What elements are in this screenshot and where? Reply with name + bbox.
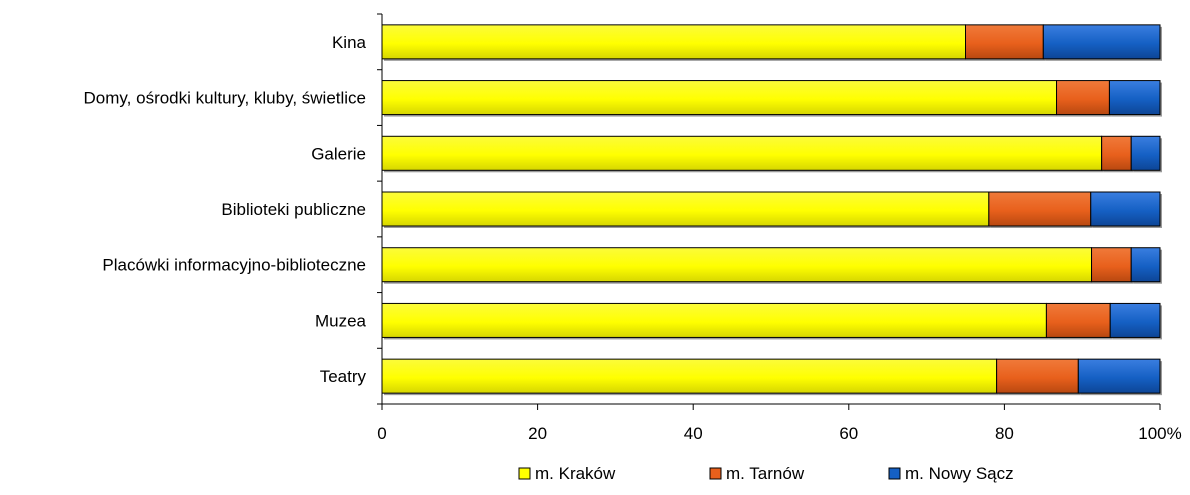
x-tick-label: 60	[839, 424, 858, 443]
category-label: Muzea	[315, 311, 367, 330]
bar-segment	[1090, 191, 1161, 227]
bar-segment	[381, 80, 1058, 116]
bar-segment	[1109, 302, 1161, 338]
bar-segment	[381, 135, 1103, 171]
bar-segment	[1108, 80, 1161, 116]
axes-layer	[377, 13, 1161, 410]
bar-segment	[381, 302, 1047, 338]
category-label: Galerie	[311, 144, 366, 163]
bar-segment	[965, 24, 1044, 60]
bar-segment	[1101, 135, 1132, 171]
legend-label: m. Tarnów	[726, 464, 805, 483]
bar-segment	[381, 24, 966, 60]
x-tick-label: 80	[995, 424, 1014, 443]
bar-segment	[988, 191, 1092, 227]
bars-layer	[381, 24, 1162, 396]
bar-segment	[996, 358, 1079, 394]
category-label: Placówki informacyjno-biblioteczne	[102, 256, 366, 275]
category-label: Domy, ośrodki kultury, kluby, świetlice	[84, 89, 366, 108]
category-label: Kina	[332, 33, 367, 52]
bar-segment	[1056, 80, 1110, 116]
bar-segment	[1130, 135, 1161, 171]
bar-segment	[1042, 24, 1161, 60]
bar-segment	[1091, 247, 1132, 283]
legend-swatch	[709, 467, 722, 480]
x-tick-label: 20	[528, 424, 547, 443]
x-tick-label: 0	[377, 424, 386, 443]
legend-label: m. Nowy Sącz	[905, 464, 1014, 483]
labels-layer: Kina Domy, ośrodki kultury, kluby, świetl…	[84, 33, 1182, 443]
category-label: Biblioteki publiczne	[221, 200, 366, 219]
x-tick-label: 40	[684, 424, 703, 443]
category-label: Teatry	[320, 367, 367, 386]
bar-segment	[381, 191, 990, 227]
legend: m. Kraków m. Tarnów m. Nowy Sącz	[518, 464, 1014, 483]
x-tick-label: 100%	[1138, 424, 1181, 443]
bar-segment	[381, 247, 1093, 283]
bar-segment	[1045, 302, 1111, 338]
legend-swatch	[518, 467, 531, 480]
legend-label: m. Kraków	[535, 464, 616, 483]
bar-segment	[1077, 358, 1161, 394]
bar-segment	[1130, 247, 1161, 283]
legend-swatch	[888, 467, 901, 480]
bar-segment	[381, 358, 998, 394]
